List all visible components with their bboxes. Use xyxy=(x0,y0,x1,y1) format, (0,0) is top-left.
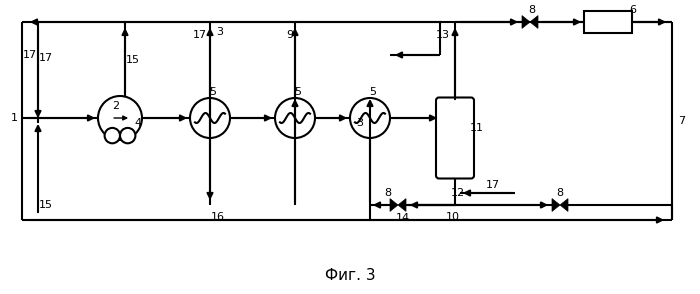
Text: 5: 5 xyxy=(370,87,377,97)
Text: 6: 6 xyxy=(629,5,636,15)
Circle shape xyxy=(120,128,135,143)
Text: 8: 8 xyxy=(556,188,564,198)
Text: 3: 3 xyxy=(216,27,223,37)
Text: 13: 13 xyxy=(436,30,450,40)
Text: 2: 2 xyxy=(113,101,120,111)
Polygon shape xyxy=(552,199,560,211)
Text: 17: 17 xyxy=(486,180,500,190)
Text: 17: 17 xyxy=(193,30,207,40)
Text: 3: 3 xyxy=(356,118,363,128)
Text: 8: 8 xyxy=(384,188,391,198)
Circle shape xyxy=(275,98,315,138)
FancyBboxPatch shape xyxy=(436,98,474,178)
Text: 8: 8 xyxy=(528,5,536,15)
Text: 9: 9 xyxy=(286,30,293,40)
Text: 11: 11 xyxy=(470,123,484,133)
Polygon shape xyxy=(522,16,530,29)
Text: 10: 10 xyxy=(446,212,460,222)
Circle shape xyxy=(98,96,142,140)
Circle shape xyxy=(104,128,120,143)
Text: 12: 12 xyxy=(451,188,465,198)
Polygon shape xyxy=(398,199,406,211)
Polygon shape xyxy=(390,199,398,211)
Bar xyxy=(584,11,632,33)
Text: 17: 17 xyxy=(23,50,37,60)
Text: 17: 17 xyxy=(39,53,53,63)
Polygon shape xyxy=(560,199,568,211)
Text: 15: 15 xyxy=(126,55,140,65)
Text: 4: 4 xyxy=(134,118,141,128)
Text: 1: 1 xyxy=(10,113,18,123)
Circle shape xyxy=(350,98,390,138)
Text: 5: 5 xyxy=(295,87,302,97)
Polygon shape xyxy=(530,16,538,29)
Text: Фиг. 3: Фиг. 3 xyxy=(325,268,375,283)
Text: 14: 14 xyxy=(396,213,410,223)
Text: 16: 16 xyxy=(211,212,225,222)
Text: 7: 7 xyxy=(678,116,685,126)
Text: 15: 15 xyxy=(39,200,53,210)
Text: 5: 5 xyxy=(209,87,216,97)
Circle shape xyxy=(190,98,230,138)
